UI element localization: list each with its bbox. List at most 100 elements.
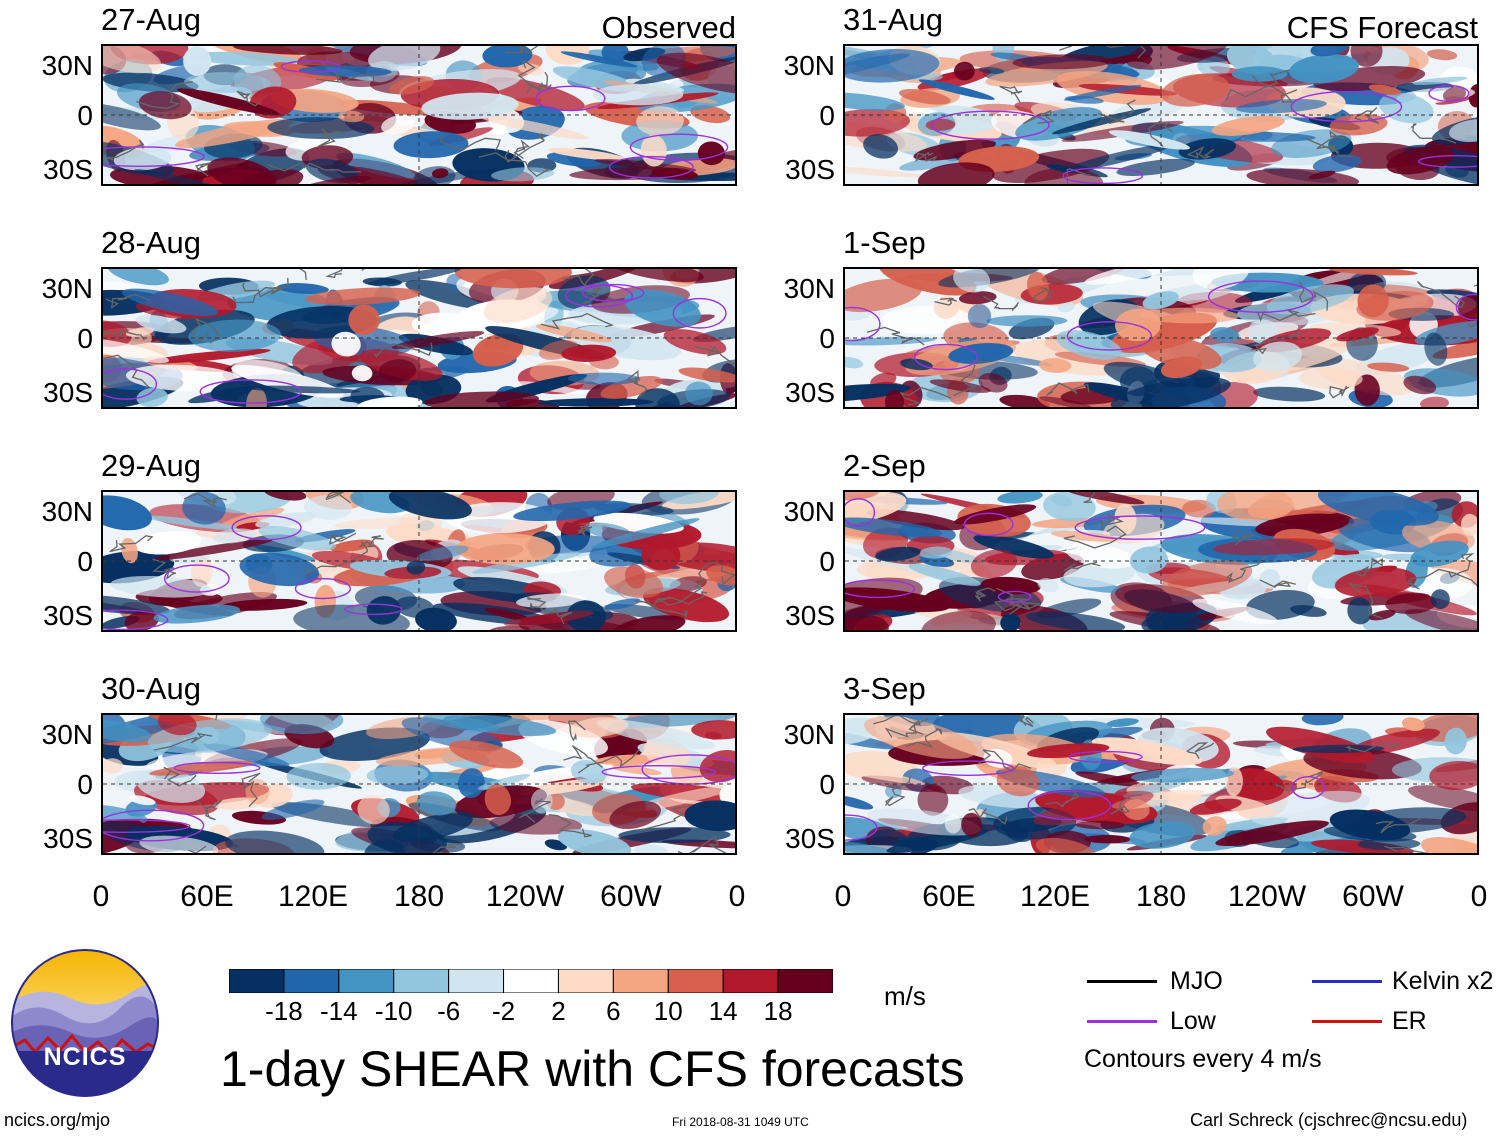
longitude-tick-label: 120W — [485, 880, 565, 913]
colorbar-swatch — [283, 968, 340, 994]
latitude-tick-label: 30N — [783, 50, 835, 81]
latitude-tick-label: 0 — [77, 100, 93, 131]
latitude-tick-label: 30N — [783, 496, 835, 527]
site-link[interactable]: ncics.org/mjo — [4, 1110, 111, 1130]
latitude-tick-label: 0 — [819, 546, 835, 577]
shear-heatmap — [103, 269, 735, 407]
latitude-tick-label: 30N — [783, 719, 835, 750]
colorbar-swatch — [612, 968, 669, 994]
latitude-tick-label: 30S — [785, 600, 835, 631]
chart-title: 1-day SHEAR with CFS forecasts — [220, 1041, 965, 1097]
legend-label-mjo: MJO — [1170, 967, 1223, 995]
colorbar-swatch — [667, 968, 724, 994]
latitude-tick-label: 30N — [41, 273, 93, 304]
shear-map-panel — [843, 44, 1479, 186]
latitude-tick-label: 30S — [785, 823, 835, 854]
panel-date-title: 30-Aug — [101, 671, 201, 706]
colorbar-level-label: -6 — [437, 996, 461, 1026]
longitude-tick-label: 60W — [600, 880, 662, 913]
shear-map-panel — [101, 44, 737, 186]
colorbar-level-label: -14 — [320, 996, 358, 1026]
shear-heatmap — [103, 715, 735, 853]
shear-map-panel — [843, 490, 1479, 632]
latitude-tick-label: 30S — [785, 154, 835, 185]
shear-map-panel — [101, 267, 737, 409]
colorbar-swatch — [503, 968, 559, 994]
shear-heatmap — [845, 492, 1477, 630]
colorbar-swatch — [393, 968, 450, 994]
panel-date-title: 29-Aug — [101, 448, 201, 483]
colorbar-level-label: 10 — [653, 996, 683, 1026]
latitude-tick-label: 0 — [77, 769, 93, 800]
longitude-tick-label: 180 — [393, 880, 445, 913]
shear-map-panel — [843, 267, 1479, 409]
longitude-tick-label: 60W — [1342, 880, 1404, 913]
contour-note: Contours every 4 m/s — [1084, 1045, 1322, 1073]
legend-swatch-er — [1312, 1020, 1382, 1023]
shear-heatmap — [845, 269, 1477, 407]
latitude-tick-label: 30N — [783, 273, 835, 304]
colorbar-swatch — [448, 968, 505, 994]
longitude-tick-label: 0 — [728, 880, 746, 913]
legend-swatch-kelvin — [1312, 980, 1382, 983]
shear-heatmap — [103, 46, 735, 184]
latitude-tick-label: 30S — [43, 154, 93, 185]
shear-map-panel — [101, 713, 737, 855]
longitude-tick-label: 180 — [1135, 880, 1187, 913]
colorbar-level-label: 2 — [551, 996, 566, 1026]
latitude-tick-label: 30S — [43, 377, 93, 408]
colorbar-level-label: -10 — [374, 996, 413, 1026]
longitude-tick-label: 60E — [922, 880, 976, 913]
legend-label-er: ER — [1392, 1007, 1427, 1035]
shear-heatmap — [103, 492, 735, 630]
shear-map-panel — [101, 490, 737, 632]
longitude-tick-label: 120W — [1227, 880, 1307, 913]
colorbar-level-label: -2 — [491, 996, 516, 1026]
colorbar-swatch — [722, 968, 779, 994]
longitude-tick-label: 60E — [180, 880, 234, 913]
latitude-tick-label: 30S — [43, 600, 93, 631]
longitude-tick-label: 0 — [92, 880, 110, 913]
panel-date-title: 31-Aug — [843, 2, 943, 37]
colorbar-level-label: 18 — [763, 996, 793, 1026]
shear-map-panel — [843, 713, 1479, 855]
panel-date-title: 28-Aug — [101, 225, 201, 260]
cfs-forecast-label: CFS Forecast — [1286, 10, 1478, 45]
timestamp: Fri 2018-08-31 1049 UTC — [672, 1115, 809, 1129]
colorbar — [228, 968, 834, 994]
panel-date-title: 1-Sep — [843, 225, 926, 260]
latitude-tick-label: 30N — [41, 50, 93, 81]
colorbar-swatch — [228, 968, 285, 994]
colorbar-swatch — [777, 968, 834, 994]
author-credit: Carl Schreck (cjschrec@ncsu.edu) — [1190, 1110, 1468, 1130]
legend-label-kelvin: Kelvin x2 — [1392, 967, 1494, 995]
shear-heatmap — [845, 46, 1477, 184]
latitude-tick-label: 30S — [43, 823, 93, 854]
legend-label-low: Low — [1170, 1007, 1216, 1035]
legend-swatch-mjo — [1087, 980, 1157, 983]
latitude-tick-label: 30N — [41, 496, 93, 527]
colorbar-level-label: -18 — [265, 996, 303, 1026]
latitude-tick-label: 30N — [41, 719, 93, 750]
panel-date-title: 3-Sep — [843, 671, 926, 706]
latitude-tick-label: 0 — [819, 769, 835, 800]
colorbar-level-label: 6 — [606, 996, 621, 1026]
latitude-tick-label: 0 — [77, 546, 93, 577]
latitude-tick-label: 0 — [77, 323, 93, 354]
colorbar-swatch — [338, 968, 395, 994]
colorbar-swatch — [557, 968, 614, 994]
legend-swatch-low — [1087, 1020, 1157, 1023]
panel-date-title: 2-Sep — [843, 448, 926, 483]
latitude-tick-label: 0 — [819, 100, 835, 131]
longitude-tick-label: 120E — [1019, 880, 1091, 913]
units-label: m/s — [884, 981, 926, 1011]
panel-date-title: 27-Aug — [101, 2, 201, 37]
latitude-tick-label: 0 — [819, 323, 835, 354]
observed-label: Observed — [601, 10, 736, 45]
shear-heatmap — [845, 715, 1477, 853]
longitude-tick-label: 0 — [1470, 880, 1488, 913]
ncics-logo: NCICS — [10, 948, 160, 1098]
latitude-tick-label: 30S — [785, 377, 835, 408]
logo-text: NCICS — [43, 1043, 127, 1071]
longitude-tick-label: 0 — [834, 880, 852, 913]
